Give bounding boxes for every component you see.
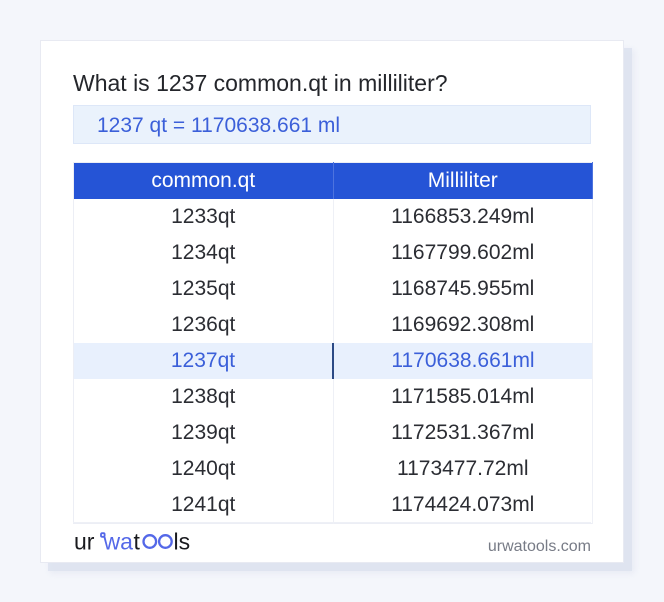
svg-text:ls: ls [174,528,191,554]
svg-text:ur: ur [74,528,95,554]
svg-text:wa: wa [103,528,134,554]
svg-text:t: t [134,528,141,554]
